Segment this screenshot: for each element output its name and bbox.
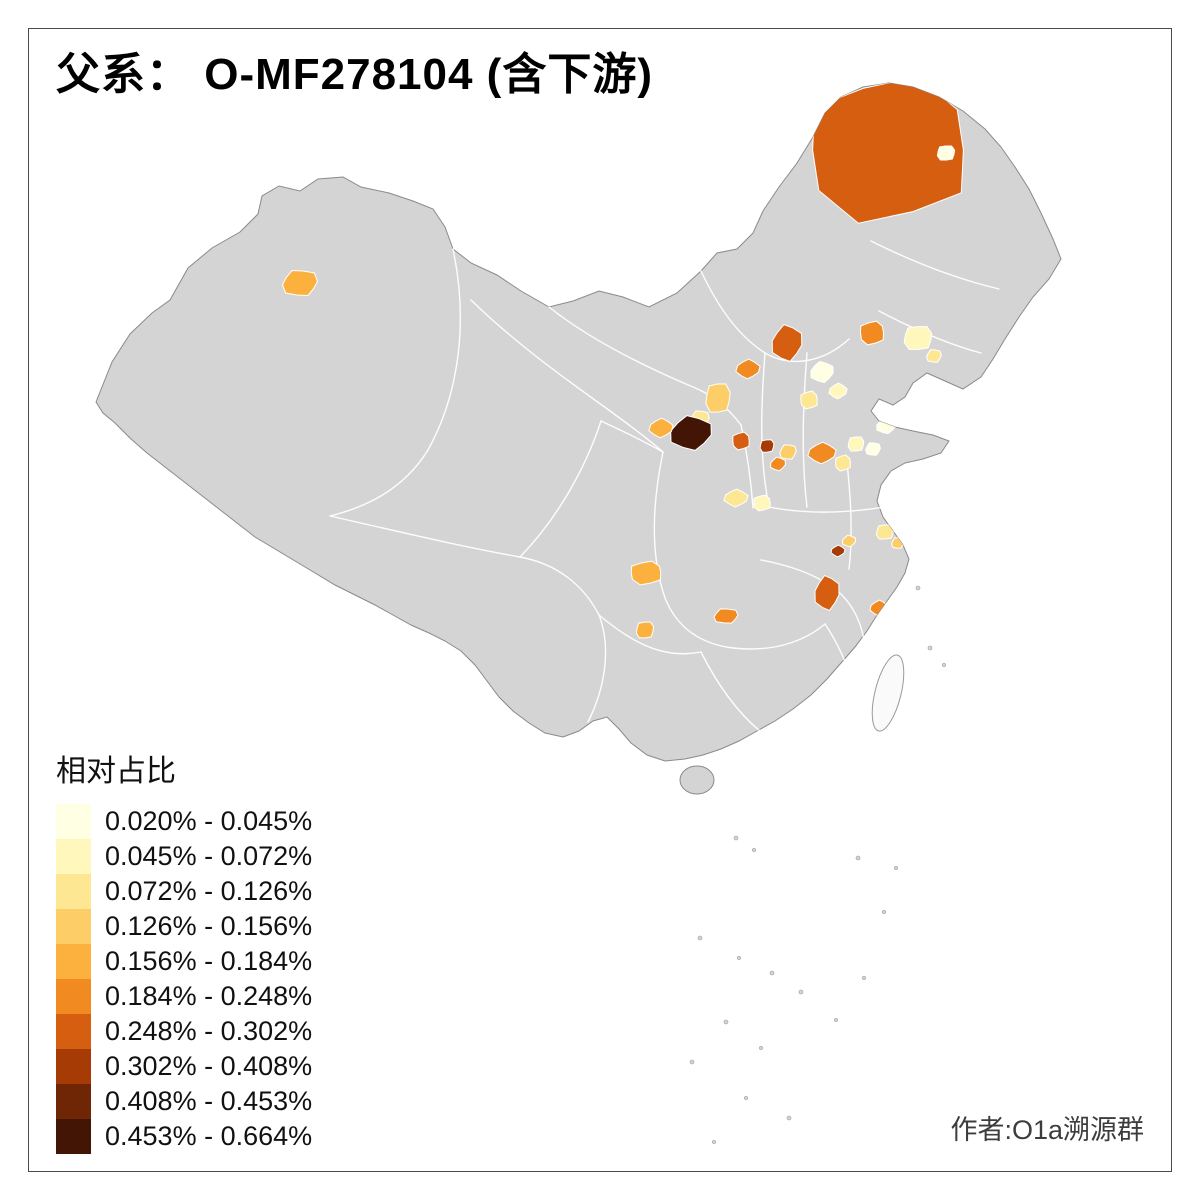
islet xyxy=(798,989,804,995)
legend-label: 0.072% - 0.126% xyxy=(105,876,313,906)
legend-item: 0.156% - 0.184% xyxy=(56,944,312,979)
legend-label: 0.248% - 0.302% xyxy=(105,1016,313,1046)
islet xyxy=(927,645,933,651)
islet xyxy=(834,1018,838,1022)
legend-label: 0.156% - 0.184% xyxy=(105,946,313,976)
legend-label: 0.453% - 0.664% xyxy=(105,1121,313,1151)
region-pingliang xyxy=(779,444,797,460)
islet xyxy=(733,835,739,841)
legend-label: 0.045% - 0.072% xyxy=(105,841,313,871)
region-weinan xyxy=(835,454,851,472)
region-sanmenxia xyxy=(847,436,865,452)
region-ningxia xyxy=(732,431,750,451)
region-suizhou xyxy=(830,544,846,558)
islet xyxy=(752,848,756,852)
legend-swatch xyxy=(56,874,91,909)
islet xyxy=(862,976,866,980)
taiwan-island xyxy=(871,654,905,732)
islet xyxy=(737,956,741,960)
legend-swatch xyxy=(56,979,91,1014)
islet xyxy=(689,1059,695,1065)
islet xyxy=(855,855,861,861)
legend-label: 0.302% - 0.408% xyxy=(105,1051,313,1081)
region-west-liaoning xyxy=(859,320,885,346)
islet xyxy=(697,935,703,941)
legend-swatch xyxy=(56,1119,91,1154)
region-south-hebei xyxy=(800,390,818,410)
islet xyxy=(894,866,898,870)
legend-item: 0.302% - 0.408% xyxy=(56,1049,312,1084)
legend-label: 0.020% - 0.045% xyxy=(105,806,313,836)
legend-swatch xyxy=(56,909,91,944)
region-zhangjiakou xyxy=(735,358,761,380)
legend-title: 相对占比 xyxy=(56,755,176,788)
legend-item: 0.184% - 0.248% xyxy=(56,979,312,1014)
region-hanzhong xyxy=(753,494,771,512)
legend-item: 0.072% - 0.126% xyxy=(56,874,312,909)
islet xyxy=(882,910,886,914)
region-north-hebei xyxy=(810,360,834,384)
legend-swatch xyxy=(56,804,91,839)
region-south-sichuan xyxy=(635,621,655,639)
region-north-guizhou xyxy=(713,608,739,624)
legend-swatch xyxy=(56,1049,91,1084)
legend-item: 0.045% - 0.072% xyxy=(56,839,312,874)
islet xyxy=(769,970,775,976)
islet xyxy=(712,1140,716,1144)
region-liaodong xyxy=(926,349,942,363)
islet xyxy=(786,1115,792,1121)
region-central-anhui xyxy=(875,524,895,540)
legend: 相对占比 0.020% - 0.045% 0.045% - 0.072% 0.072… xyxy=(56,746,312,1154)
region-qingyang xyxy=(770,456,786,472)
province-borders xyxy=(329,240,1000,733)
legend-label: 0.126% - 0.156% xyxy=(105,911,313,941)
page-title: 父系： O-MF278104 (含下游) xyxy=(56,50,653,99)
region-north-xinjiang xyxy=(281,269,319,297)
region-chengdu xyxy=(630,560,662,586)
region-beijing xyxy=(771,324,803,362)
region-xiangyang xyxy=(841,534,857,548)
region-west-gansu xyxy=(648,417,674,439)
legend-item: 0.408% - 0.453% xyxy=(56,1084,312,1119)
legend-item: 0.126% - 0.156% xyxy=(56,909,312,944)
region-central-liaoning xyxy=(903,326,933,350)
islet xyxy=(759,1046,763,1050)
hainan-island xyxy=(679,765,715,795)
colored-regions xyxy=(281,83,964,639)
region-guyuan xyxy=(759,439,775,453)
region-nanjing xyxy=(890,537,906,549)
legend-item: 0.248% - 0.302% xyxy=(56,1014,312,1049)
legend-item: 0.020% - 0.045% xyxy=(56,804,312,839)
region-hulunbuir-enclave xyxy=(936,145,956,161)
legend-swatch xyxy=(56,1014,91,1049)
legend-swatch xyxy=(56,1084,91,1119)
islet xyxy=(942,663,946,667)
islet xyxy=(915,585,921,591)
legend-label: 0.184% - 0.248% xyxy=(105,981,313,1011)
sea-islands xyxy=(689,585,946,1144)
region-lanzhou xyxy=(670,415,712,451)
region-luoyang xyxy=(865,442,881,456)
region-tianshui xyxy=(723,488,749,508)
legend-swatch xyxy=(56,839,91,874)
legend-item: 0.453% - 0.664% xyxy=(56,1119,312,1154)
region-north-shanxi xyxy=(705,383,731,413)
region-central-hebei xyxy=(828,382,848,400)
legend-label: 0.408% - 0.453% xyxy=(105,1086,313,1116)
islet xyxy=(723,1019,729,1025)
region-guanzhong xyxy=(807,441,837,465)
legend-items: 0.020% - 0.045% 0.045% - 0.072% 0.072% - 0… xyxy=(56,804,312,1154)
region-jiujiang xyxy=(814,574,840,612)
islet xyxy=(744,1096,748,1100)
attribution: 作者:O1a溯源群 xyxy=(950,1115,1144,1145)
legend-swatch xyxy=(56,944,91,979)
